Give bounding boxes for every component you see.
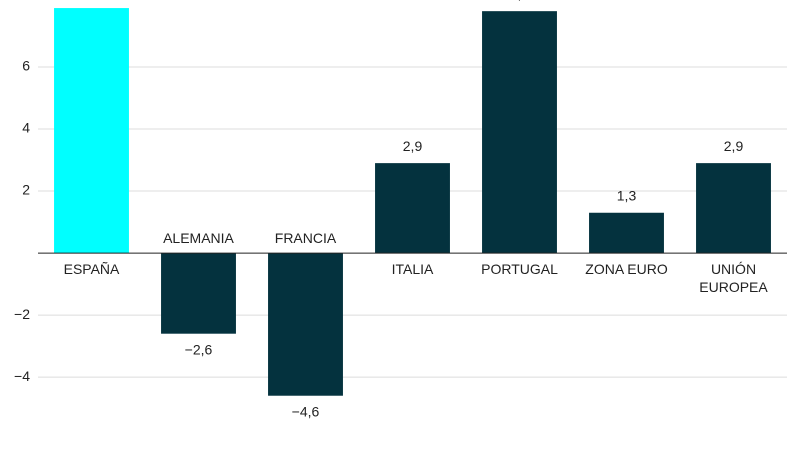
bar [696,163,771,254]
x-tick-label: ZONA EURO [585,261,668,278]
x-tick-label: UNIÓN EUROPEA [699,261,768,296]
x-tick-label: PORTUGAL [481,261,558,278]
bar [268,253,343,396]
value-label: 2,9 [724,138,744,154]
bar [54,8,129,254]
value-label: −2,6 [185,341,213,357]
x-tick-label: ESPAÑA [63,261,120,278]
value-label: 2,9 [403,138,423,154]
value-label: −4,6 [292,403,320,419]
x-tick-label: ALEMANIA [163,230,234,247]
bar [482,11,557,254]
y-tick-label: −4 [14,368,30,384]
y-tick-label: 6 [22,58,30,74]
bar [589,212,664,254]
x-tick-label: ITALIA [391,261,434,278]
bar [161,253,236,334]
value-label: 7,8 [510,0,530,2]
y-tick-label: −2 [14,306,30,322]
value-label: 1,3 [617,187,637,203]
y-tick-label: 4 [22,120,30,136]
bar [375,163,450,254]
x-tick-label: FRANCIA [274,230,337,247]
y-tick-label: 2 [22,182,30,198]
